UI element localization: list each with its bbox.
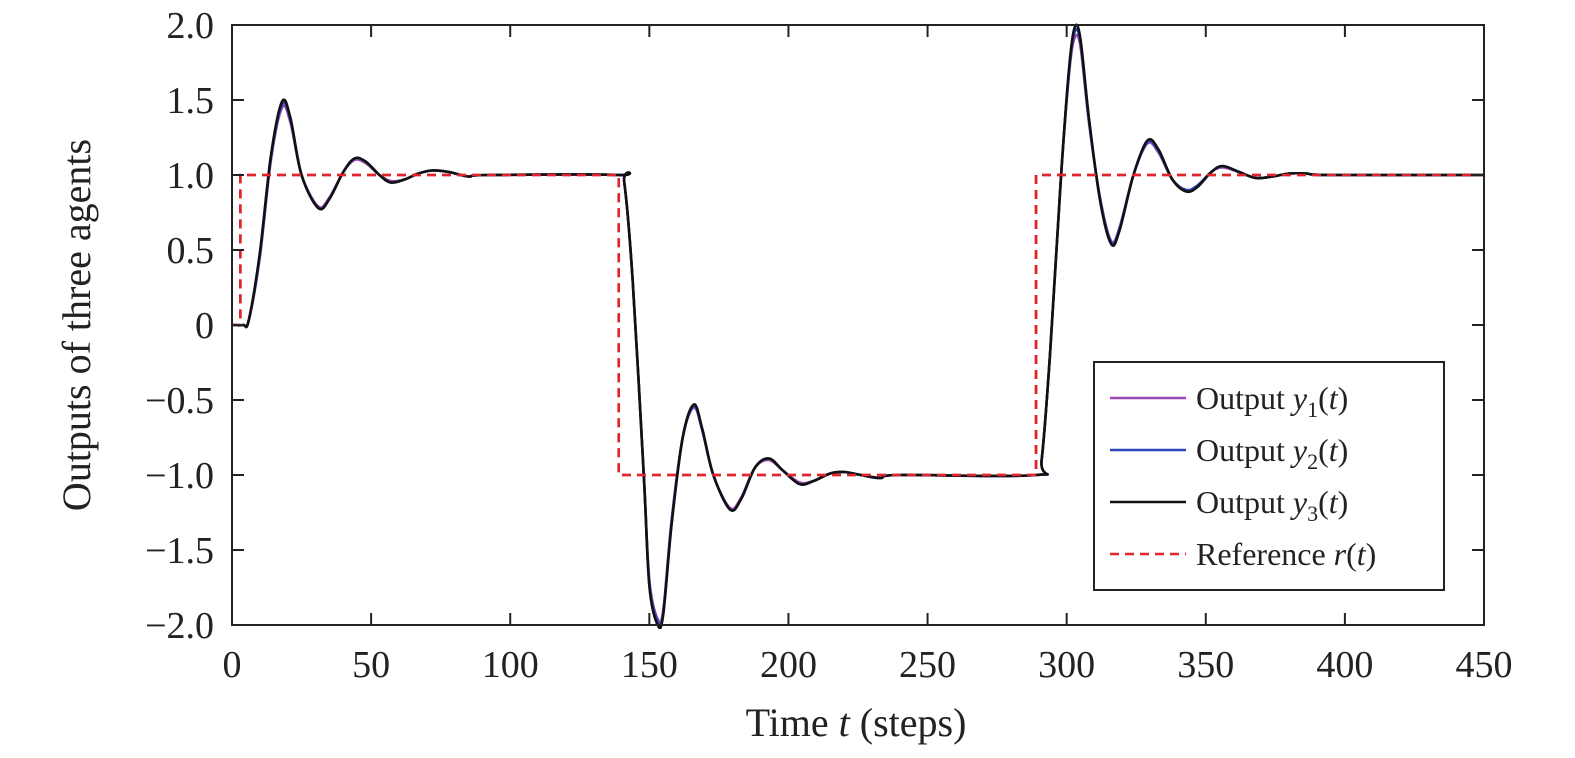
legend-label: Output y3(t) (1196, 484, 1348, 526)
y-tick-label: 2.0 (167, 5, 215, 47)
legend-label-arg: t (1329, 380, 1339, 416)
x-axis-title-var: t (839, 700, 851, 745)
legend-label: Reference r(t) (1196, 536, 1376, 572)
series-group (232, 23, 1484, 629)
x-tick-label: 300 (1038, 644, 1095, 686)
legend-label-pre: Output (1196, 484, 1293, 520)
x-tick-label: 400 (1316, 644, 1373, 686)
x-axis-title-pre: Time (746, 700, 839, 745)
plot-area (232, 23, 1484, 629)
legend-label-var: y (1290, 484, 1308, 520)
legend-label-pre: Reference (1196, 536, 1334, 572)
legend-label-close: ) (1338, 484, 1349, 520)
legend-label-open: ( (1346, 536, 1357, 572)
x-tick-label: 100 (482, 644, 539, 686)
legend-label-var: r (1334, 536, 1347, 572)
y-tick-label: 1.5 (167, 80, 215, 122)
legend-label-sub: 1 (1307, 397, 1318, 422)
legend-box (1093, 361, 1445, 591)
x-tick-label: 150 (621, 644, 678, 686)
x-tick-label: 450 (1456, 644, 1513, 686)
legend-label-open: ( (1318, 432, 1329, 468)
legend-label-pre: Output (1196, 380, 1293, 416)
legend-label-close: ) (1338, 380, 1349, 416)
legend-label-arg: t (1357, 536, 1367, 572)
legend-label: Output y1(t) (1196, 380, 1348, 422)
y-tick-label: −0.5 (145, 380, 214, 422)
y-axis-title: Outputs of three agents (54, 139, 99, 511)
y-tick-label: −2.0 (145, 605, 214, 647)
legend-label-pre: Output (1196, 432, 1293, 468)
legend-label-close: ) (1366, 536, 1377, 572)
x-tick-label: 250 (899, 644, 956, 686)
legend-label-sub: 3 (1307, 501, 1318, 526)
axes: 0 50 100 150 200 250 300 350 400 450 2.0 1.5 1.0 0.5 0… (145, 5, 1512, 686)
y-tick-label: −1.0 (145, 455, 214, 497)
legend-label-var: y (1290, 432, 1308, 468)
legend-label-arg: t (1329, 432, 1339, 468)
x-tick-label: 350 (1177, 644, 1234, 686)
legend-label-open: ( (1318, 484, 1329, 520)
legend-label-var: y (1290, 380, 1308, 416)
series-line-output-3 (232, 23, 1484, 629)
y-tick-label: 0 (195, 305, 214, 347)
y-tick-label: −1.5 (145, 530, 214, 572)
series-line-reference-overlay (232, 173, 1484, 477)
legend: Output y1(t)Output y2(t)Output y3(t)Refe… (1093, 361, 1445, 591)
x-axis-title: Time t (steps) (746, 700, 967, 745)
x-tick-label: 0 (223, 644, 242, 686)
x-axis-title-post: (steps) (850, 700, 967, 745)
legend-label-sub: 2 (1307, 449, 1318, 474)
legend-label: Output y2(t) (1196, 432, 1348, 474)
x-tick-label: 50 (352, 644, 390, 686)
x-tick-label: 200 (760, 644, 817, 686)
legend-label-close: ) (1338, 432, 1349, 468)
y-tick-label: 1.0 (167, 155, 215, 197)
legend-label-open: ( (1318, 380, 1329, 416)
y-tick-label: 0.5 (167, 230, 215, 272)
legend-label-arg: t (1329, 484, 1339, 520)
